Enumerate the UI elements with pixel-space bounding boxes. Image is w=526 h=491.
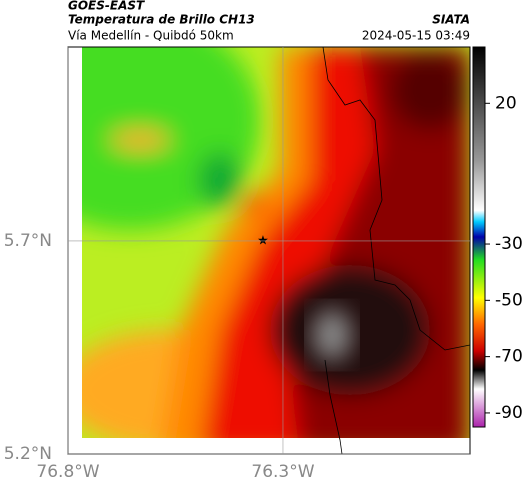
org-label: SIATA xyxy=(432,13,470,27)
colorbar-tick-label: -30 xyxy=(495,234,523,254)
x-tick-label: 76.8°W xyxy=(36,462,99,482)
y-tick-label: 5.7°N xyxy=(4,231,52,251)
brightness-field xyxy=(68,47,470,454)
coastline xyxy=(322,47,470,351)
x-tick-label: 76.3°W xyxy=(251,462,314,482)
title: Temperatura de Brillo CH13 xyxy=(68,13,255,27)
colorbar-tick-label: -50 xyxy=(495,290,523,310)
colorbar xyxy=(472,46,486,428)
colorbar-tick-label: -90 xyxy=(495,403,523,423)
colorbar-tick-label: 20 xyxy=(495,93,517,113)
datetime: 2024-05-15 03:49 xyxy=(362,29,470,43)
source-label: GOES-EAST xyxy=(68,0,145,13)
subtitle: Vía Medellín - Quibdó 50km xyxy=(68,29,234,43)
colorbar-tick-label: -70 xyxy=(495,347,523,367)
border-line xyxy=(324,359,343,454)
y-tick-label: 5.2°N xyxy=(4,444,52,464)
